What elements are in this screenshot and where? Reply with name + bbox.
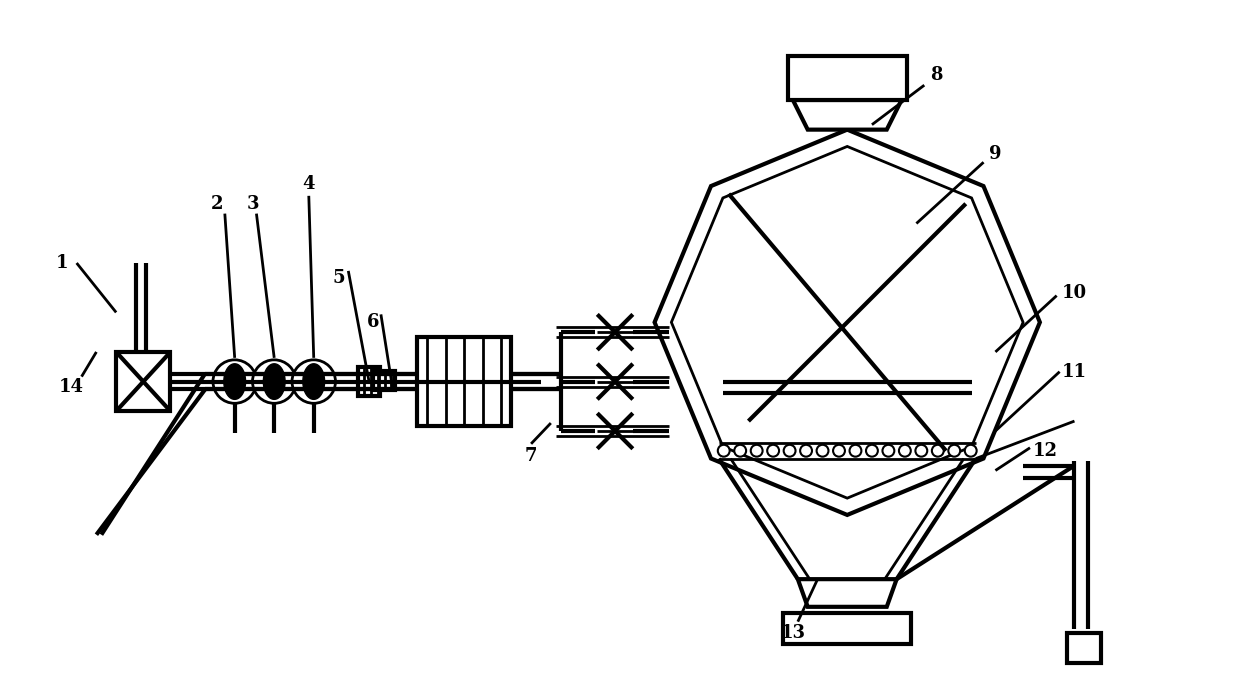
Circle shape [718,445,729,457]
Circle shape [899,445,911,457]
Polygon shape [224,364,246,399]
Circle shape [750,445,763,457]
Text: 7: 7 [525,446,537,464]
Bar [418,337,511,426]
Polygon shape [303,364,325,399]
Circle shape [768,445,779,457]
Circle shape [213,360,257,403]
Text: 6: 6 [367,313,379,331]
Circle shape [291,360,336,403]
Bar [117,352,170,411]
Text: 13: 13 [780,624,806,642]
Polygon shape [671,147,1023,498]
Circle shape [915,445,928,457]
Circle shape [833,445,844,457]
Bar [787,55,906,100]
Circle shape [883,445,894,457]
Circle shape [817,445,828,457]
Bar [373,371,394,390]
Text: 3: 3 [247,194,259,212]
Text: 11: 11 [1061,363,1087,381]
Text: 14: 14 [60,378,84,396]
Polygon shape [263,364,285,399]
Bar [358,367,379,397]
Text: 2: 2 [211,194,223,212]
Circle shape [949,445,960,457]
Text: 1: 1 [56,254,68,272]
Polygon shape [655,129,1040,515]
Circle shape [253,360,296,403]
Bar [1066,633,1101,663]
Circle shape [734,445,746,457]
Text: 5: 5 [332,268,345,286]
Circle shape [800,445,812,457]
Circle shape [965,445,977,457]
Circle shape [866,445,878,457]
Text: 9: 9 [990,145,1002,163]
Polygon shape [792,100,901,129]
Bar [782,612,911,644]
Polygon shape [797,579,897,607]
Text: 4: 4 [303,175,315,193]
Text: 10: 10 [1061,284,1087,302]
Circle shape [849,445,862,457]
Text: 8: 8 [930,66,942,84]
Circle shape [784,445,796,457]
Text: 12: 12 [1033,441,1058,459]
Circle shape [932,445,944,457]
